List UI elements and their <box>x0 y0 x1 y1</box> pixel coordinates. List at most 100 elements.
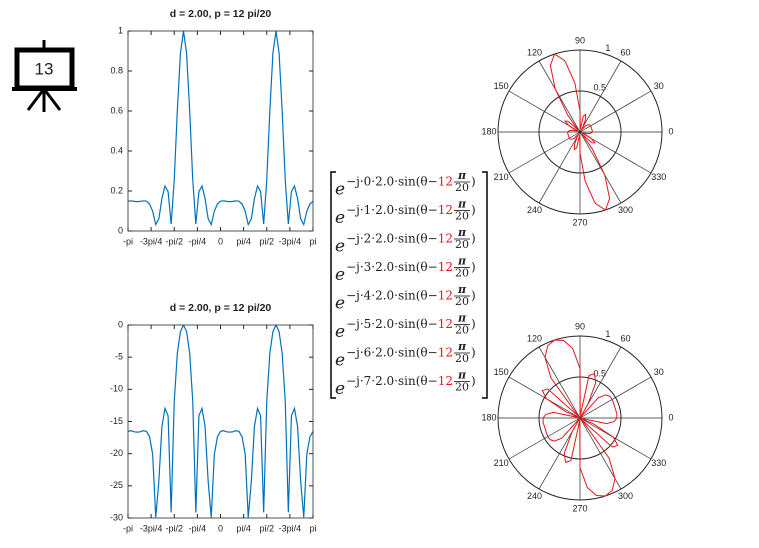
axes-frame <box>127 30 314 232</box>
matrix-numerator: π <box>457 255 467 268</box>
matrix-numerator: π <box>457 283 467 296</box>
chart-title: d = 2.00, p = 12 pi/20 <box>170 302 272 314</box>
matrix-close: ) <box>471 374 476 388</box>
matrix-close: ) <box>471 317 476 331</box>
theta-tick-label: 90 <box>575 35 585 45</box>
slide-number: 13 <box>35 59 54 78</box>
matrix-base: e <box>335 379 345 399</box>
matrix-highlight: 12 <box>438 260 453 274</box>
matrix-numerator: π <box>457 198 467 211</box>
theta-tick-label: 240 <box>527 491 542 501</box>
theta-tick-label: 210 <box>494 172 509 182</box>
matrix-close: ) <box>471 346 476 360</box>
matrix-close: ) <box>471 203 476 217</box>
theta-tick-label: 240 <box>527 205 542 215</box>
y-tick-label: -20 <box>110 448 123 458</box>
r-tick-label: 1 <box>605 43 610 53</box>
axes-frame <box>127 324 314 519</box>
r-tick-label: 1 <box>605 329 610 339</box>
data-line <box>128 325 313 518</box>
y-tick-label: 0 <box>118 319 123 329</box>
r-grid-ring <box>538 90 622 174</box>
matrix-row: e −j·7·2.0·sin(θ− 12 π20) <box>335 369 476 400</box>
y-tick-label: -30 <box>110 512 123 522</box>
theta-tick-label: 0 <box>668 126 673 136</box>
matrix-highlight: 12 <box>438 175 453 189</box>
matrix-base: e <box>335 294 345 314</box>
matrix-exponent: −j·0·2.0·sin(θ− <box>346 175 438 189</box>
matrix-left-bracket <box>330 171 336 399</box>
y-tick-label: 1 <box>118 25 123 35</box>
x-tick-label: pi/2 <box>259 523 274 533</box>
theta-tick-label: 90 <box>575 321 585 331</box>
matrix-exponent: −j·6·2.0·sin(θ− <box>346 346 438 360</box>
matrix-base: e <box>335 322 345 342</box>
matrix-exponent: −j·3·2.0·sin(θ− <box>346 260 438 274</box>
r-grid-ring <box>497 335 663 501</box>
x-tick-label: -pi <box>123 523 133 533</box>
y-tick-label: -25 <box>110 480 123 490</box>
matrix-denominator: 20 <box>455 210 469 223</box>
r-tick-label: 0.5 <box>593 368 606 378</box>
data-line <box>128 31 313 227</box>
matrix-exponent: −j·7·2.0·sin(θ− <box>346 374 438 388</box>
x-tick-label: -3pi/4 <box>279 523 302 533</box>
theta-tick-label: 270 <box>572 503 587 513</box>
y-tick-label: 0.6 <box>110 105 123 115</box>
matrix-base: e <box>335 351 345 371</box>
theta-tick-label: 330 <box>651 172 666 182</box>
matrix-highlight: 12 <box>438 289 453 303</box>
matrix-denominator: 20 <box>455 295 469 308</box>
polar-line <box>549 53 611 211</box>
icon-leg <box>42 88 62 111</box>
matrix-exponent: −j·1·2.0·sin(θ− <box>346 203 438 217</box>
x-tick-label: pi/4 <box>236 236 251 246</box>
theta-tick-label: 270 <box>572 217 587 227</box>
icon-leg <box>26 88 46 111</box>
matrix-numerator: π <box>457 226 467 239</box>
theta-tick-label: 120 <box>527 48 542 58</box>
y-tick-label: -5 <box>115 352 123 362</box>
theta-tick-label: 30 <box>654 81 664 91</box>
x-tick-label: pi <box>309 236 316 246</box>
x-tick-label: pi/2 <box>259 236 274 246</box>
matrix-denominator: 20 <box>455 238 469 251</box>
matrix-base: e <box>335 265 345 285</box>
matrix-right-bracket <box>482 171 488 399</box>
chart-title: d = 2.00, p = 12 pi/20 <box>170 8 272 20</box>
matrix-highlight: 12 <box>438 374 453 388</box>
x-tick-label: 0 <box>218 236 223 246</box>
y-tick-label: -15 <box>110 416 123 426</box>
y-tick-label: 0.4 <box>110 145 123 155</box>
polar-line <box>541 339 619 497</box>
x-tick-label: -pi/4 <box>189 236 207 246</box>
y-tick-label: 0.2 <box>110 185 123 195</box>
matrix-denominator: 20 <box>455 381 469 394</box>
r-tick-label: 0.5 <box>593 82 606 92</box>
matrix-row: e −j·5·2.0·sin(θ− 12 π20) <box>335 312 476 343</box>
x-tick-label: pi <box>309 523 316 533</box>
matrix-base: e <box>335 208 345 228</box>
matrix-close: ) <box>471 260 476 274</box>
x-tick-label: -pi <box>123 236 133 246</box>
x-tick-label: -pi/2 <box>165 236 183 246</box>
theta-tick-label: 60 <box>620 334 630 344</box>
theta-tick-label: 30 <box>654 367 664 377</box>
matrix-denominator: 20 <box>455 181 469 194</box>
matrix-close: ) <box>471 175 476 189</box>
theta-tick-label: 210 <box>494 458 509 468</box>
matrix-denominator: 20 <box>455 267 469 280</box>
r-grid-ring <box>497 49 663 215</box>
matrix-exponent: −j·4·2.0·sin(θ− <box>346 289 438 303</box>
matrix-row: e −j·1·2.0·sin(θ− 12 π20) <box>335 198 476 229</box>
matrix-exponent: −j·2·2.0·sin(θ− <box>346 232 438 246</box>
matrix-row: e −j·4·2.0·sin(θ− 12 π20) <box>335 283 476 314</box>
x-tick-label: 0 <box>218 523 223 533</box>
matrix-numerator: π <box>457 169 467 182</box>
x-tick-label: -pi/2 <box>165 523 183 533</box>
theta-tick-label: 0 <box>668 412 673 422</box>
matrix-highlight: 12 <box>438 346 453 360</box>
line-chart: d = 2.00, p = 12 pi/20 -30 -25 -20 -15 -10 -5 0… <box>110 302 317 534</box>
slide-icon: 13 <box>12 40 77 112</box>
